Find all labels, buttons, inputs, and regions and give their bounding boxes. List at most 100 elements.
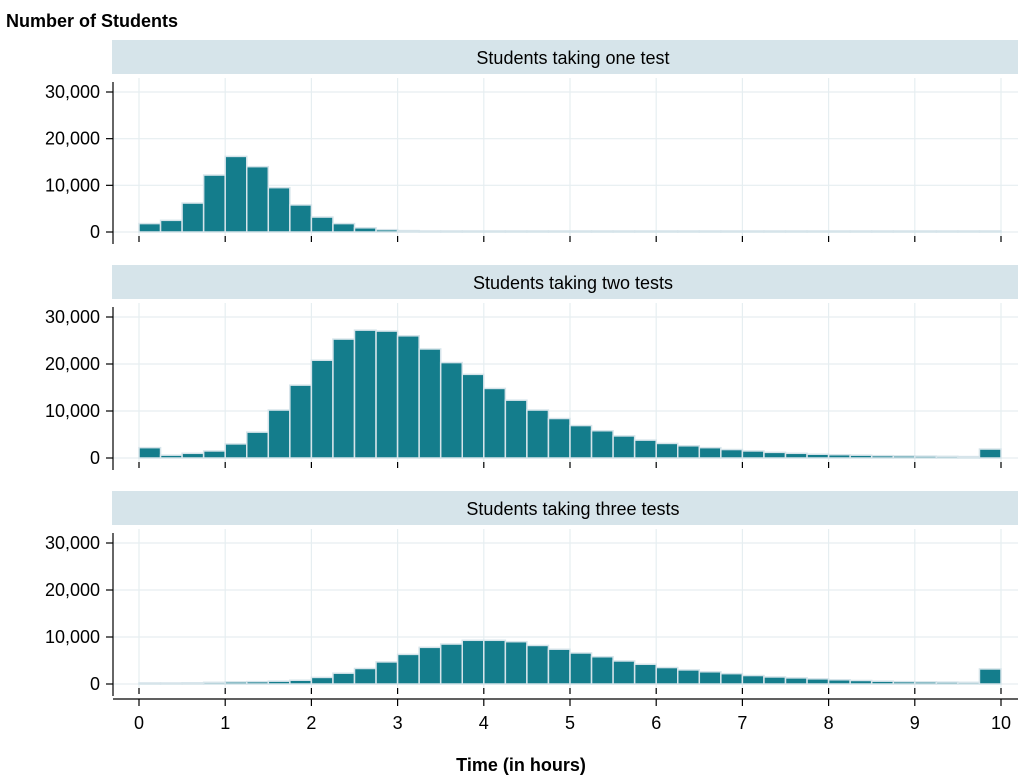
- histogram-bar: [138, 222, 162, 233]
- histogram-bar: [246, 680, 270, 685]
- histogram-bar: [914, 455, 938, 459]
- y-tick-label: 30,000: [45, 82, 100, 102]
- histogram-bar: [353, 227, 377, 233]
- histogram-bar: [332, 338, 356, 459]
- histogram-bar: [461, 373, 485, 459]
- histogram-bar: [159, 454, 183, 459]
- histogram-bar: [827, 453, 851, 459]
- x-tick-label: 10: [991, 713, 1011, 733]
- histogram-bar: [655, 230, 679, 233]
- histogram-bar: [677, 669, 701, 685]
- histogram-bar: [698, 446, 722, 459]
- histogram-bar: [720, 230, 744, 233]
- histogram-bar: [396, 653, 420, 685]
- panel-1: Students taking one test 0 10,000 20,000 30,…: [45, 40, 1018, 244]
- histogram-bar: [353, 667, 377, 685]
- panel-title: Students taking two tests: [473, 273, 673, 293]
- x-tick-label: 4: [479, 713, 489, 733]
- histogram-bar: [978, 448, 1002, 459]
- y-tick-label: 10,000: [45, 401, 100, 421]
- histogram-bar: [677, 230, 701, 233]
- histogram-bar: [892, 680, 916, 685]
- panel-3: Students taking three tests 0 10,000 20,000…: [45, 491, 1018, 696]
- histogram-bar: [590, 429, 614, 459]
- histogram-bar: [914, 681, 938, 685]
- histogram-bar: [655, 666, 679, 685]
- histogram-bar: [698, 230, 722, 233]
- histogram-bar: [246, 165, 270, 233]
- histogram-bar: [849, 230, 873, 233]
- histogram-bar: [289, 679, 313, 685]
- histogram-bar: [914, 230, 938, 233]
- histogram-bar: [806, 678, 830, 685]
- histogram-bar: [483, 639, 507, 685]
- x-tick-label: 0: [134, 713, 144, 733]
- y-tick-label: 0: [90, 448, 100, 468]
- histogram-bar: [396, 335, 420, 459]
- histogram-bar: [957, 455, 981, 459]
- histogram-bar: [267, 186, 291, 233]
- histogram-bar: [633, 663, 657, 685]
- y-tick-label: 20,000: [45, 129, 100, 149]
- x-tick-label: 2: [306, 713, 316, 733]
- histogram-bar: [547, 417, 571, 459]
- histogram-bar: [827, 230, 851, 233]
- histogram-bar: [892, 230, 916, 233]
- histogram-bar: [375, 228, 399, 233]
- histogram-bar: [159, 219, 183, 233]
- histogram-bar: [483, 230, 507, 233]
- histogram-bar: [870, 680, 895, 685]
- y-tick-label: 10,000: [45, 627, 100, 647]
- histogram-bar: [569, 424, 593, 459]
- histogram-bar: [655, 442, 679, 459]
- histogram-bar: [310, 359, 334, 459]
- x-tick-label: 9: [910, 713, 920, 733]
- histogram-bar: [720, 448, 744, 459]
- histogram-bar: [547, 648, 571, 685]
- histogram-bar: [741, 674, 765, 685]
- histogram-bar: [526, 644, 550, 685]
- histogram-bar: [202, 450, 226, 459]
- x-tick-label: 3: [393, 713, 403, 733]
- x-axis-title: Time (in hours): [456, 755, 586, 775]
- histogram-bar: [224, 155, 248, 233]
- x-tick-label: 7: [737, 713, 747, 733]
- x-tick-label: 1: [220, 713, 230, 733]
- histogram-bar: [612, 230, 636, 233]
- histogram-bar: [935, 681, 959, 685]
- histogram-bar: [483, 387, 507, 459]
- histogram-bar: [870, 454, 895, 459]
- y-tick-label: 0: [90, 222, 100, 242]
- histogram-bar: [526, 409, 550, 459]
- histogram-bar: [332, 672, 356, 685]
- histogram-bar: [827, 679, 851, 685]
- histogram-bar: [202, 174, 226, 233]
- histogram-bar: [504, 399, 528, 459]
- histogram-bar: [870, 230, 895, 233]
- panel-2: Students taking two tests 0 10,000 20,000 30…: [45, 265, 1018, 470]
- histogram-bar: [181, 202, 205, 233]
- histogram-bar: [138, 446, 162, 459]
- histogram-bar: [806, 230, 830, 233]
- histogram-bar: [957, 681, 981, 685]
- histogram-bar: [784, 677, 808, 685]
- histogram-bar: [181, 682, 205, 685]
- y-tick-label: 0: [90, 674, 100, 694]
- histogram-bar: [590, 230, 614, 233]
- panel-title-strip: [112, 265, 1018, 299]
- histogram-bar: [849, 454, 873, 459]
- panel-title-strip: [112, 491, 1018, 525]
- x-axis: 0 1 2 3 4 5 6 7 8 9 10: [113, 698, 1018, 733]
- histogram-bar: [504, 640, 528, 685]
- histogram-bar: [202, 681, 226, 685]
- histogram-bar: [763, 676, 787, 685]
- y-tick-label: 10,000: [45, 175, 100, 195]
- histogram-bar: [418, 646, 442, 685]
- histogram-bar: [978, 668, 1002, 685]
- panel-title: Students taking three tests: [466, 499, 679, 519]
- histogram-bar: [353, 329, 377, 459]
- histogram-bar: [375, 330, 399, 459]
- histogram-bar: [310, 216, 334, 233]
- histogram-bar: [310, 676, 334, 685]
